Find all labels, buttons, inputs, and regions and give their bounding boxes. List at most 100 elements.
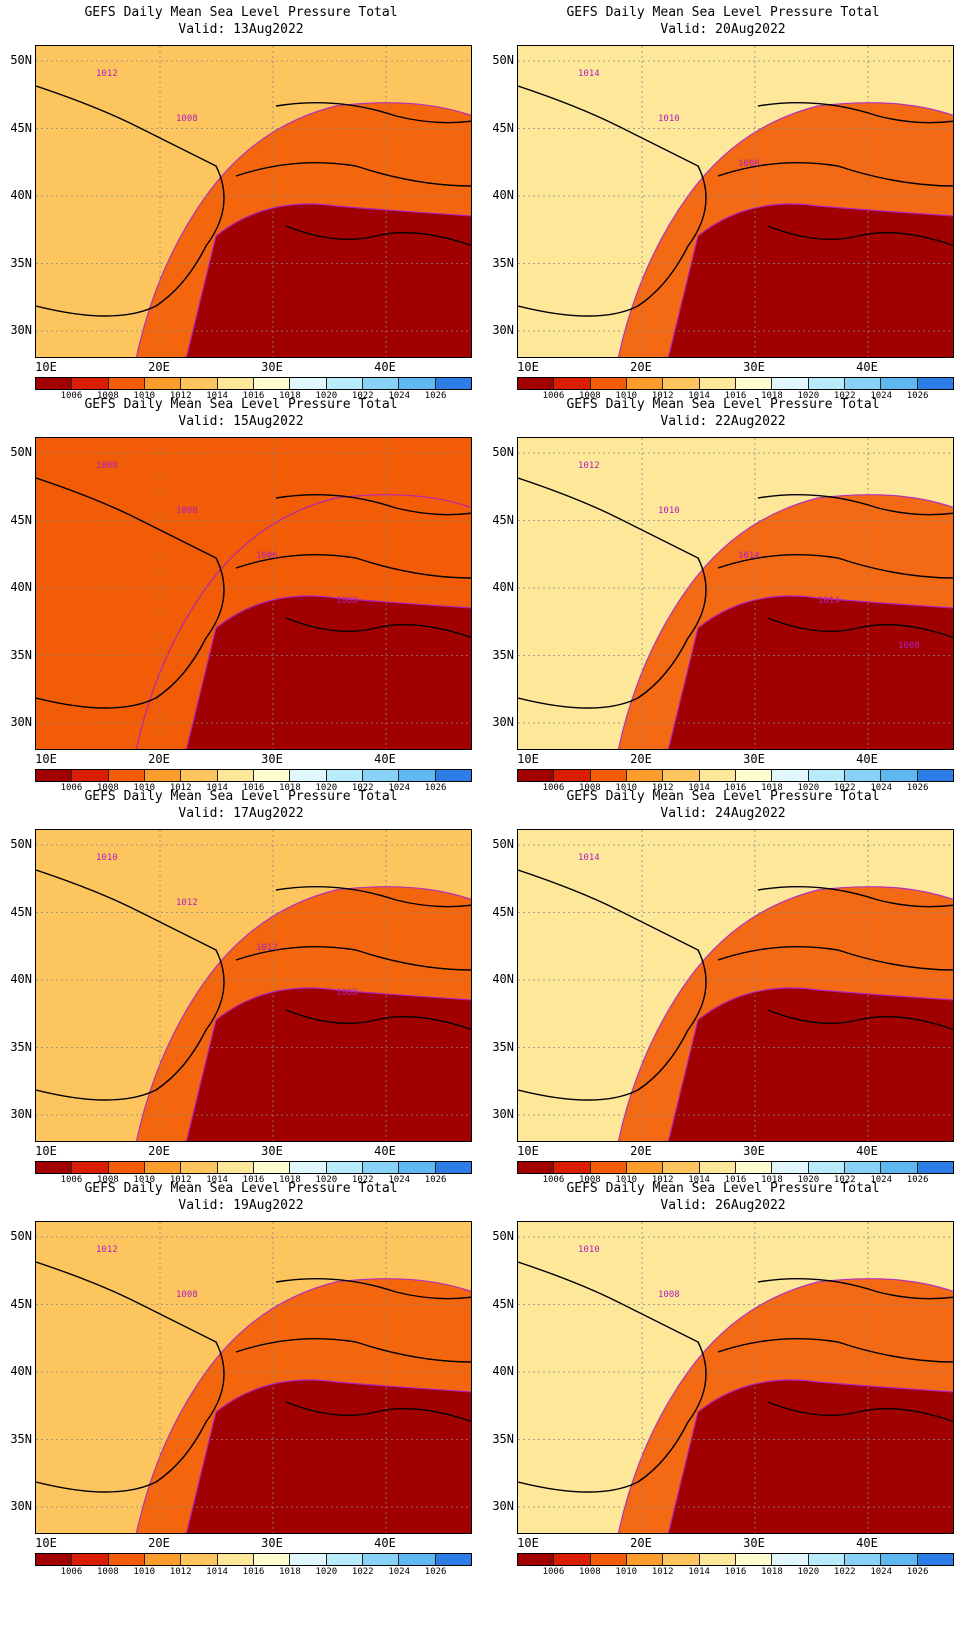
colorbar-label: 1026 — [906, 1175, 929, 1185]
colorbar — [517, 1161, 954, 1174]
colorbar-swatch — [72, 770, 109, 781]
colorbar-swatch — [663, 770, 700, 781]
panel-valid-date: Valid: 17Aug2022 — [178, 806, 304, 821]
lon-tick-label: 20E — [148, 752, 170, 766]
lat-tick-label: 50N — [492, 837, 514, 851]
colorbar-label: 1012 — [169, 1175, 192, 1185]
contour-label: 1012 — [578, 461, 600, 471]
colorbar-swatch — [399, 770, 436, 781]
colorbar-swatch — [144, 1162, 182, 1173]
pressure-map: 1014 — [517, 829, 954, 1142]
coastlines — [36, 85, 471, 317]
colorbar-label: 1006 — [60, 1175, 83, 1185]
lon-tick-label: 20E — [148, 360, 170, 374]
colorbar-swatch — [290, 378, 327, 389]
map-panel: GEFS Daily Mean Sea Level Pressure Total… — [482, 0, 964, 410]
colorbar-swatch — [554, 1554, 591, 1565]
colorbar-label: 1018 — [279, 1567, 301, 1577]
colorbar-swatch — [217, 770, 254, 781]
lat-tick-label: 40N — [10, 972, 32, 986]
lat-tick-label: 40N — [492, 580, 514, 594]
colorbar-label: 1016 — [242, 1175, 265, 1185]
colorbar-swatch — [253, 1554, 291, 1565]
colorbar-swatch — [399, 1162, 436, 1173]
lon-tick-label: 30E — [261, 1144, 283, 1158]
lat-tick-label: 50N — [492, 445, 514, 459]
colorbar-swatch — [590, 1162, 627, 1173]
colorbar-swatch — [36, 770, 73, 781]
lat-tick-label: 45N — [10, 120, 32, 135]
lon-tick-label: 30E — [261, 360, 283, 374]
colorbar-label: 1020 — [797, 1175, 820, 1185]
colorbar-label: 1024 — [870, 1175, 892, 1185]
colorbar-label: 1006 — [60, 391, 83, 401]
lon-tick-label: 40E — [856, 1144, 878, 1158]
colorbar-swatch — [108, 1554, 145, 1565]
lat-tick-label: 30N — [492, 1499, 514, 1513]
coastlines — [518, 1261, 953, 1493]
colorbar-swatch — [362, 1554, 400, 1565]
pressure-contour-low — [185, 1379, 471, 1533]
lon-tick-label: 10E — [517, 360, 539, 374]
colorbar-label: 1022 — [351, 783, 374, 793]
lon-tick-label: 20E — [630, 360, 652, 374]
map-panel: GEFS Daily Mean Sea Level Pressure Total… — [0, 392, 482, 802]
pressure-contour-low — [185, 203, 471, 357]
colorbar-swatch — [735, 1554, 773, 1565]
lat-tick-label: 30N — [10, 715, 32, 729]
lat-tick-label: 50N — [10, 53, 32, 67]
lat-tick-label: 30N — [10, 1499, 32, 1513]
colorbar-swatch — [917, 770, 953, 781]
colorbar-label: 1024 — [388, 391, 410, 401]
map-panel: GEFS Daily Mean Sea Level Pressure Total… — [0, 784, 482, 1194]
colorbar-label: 1020 — [315, 1567, 338, 1577]
lat-tick-label: 40N — [10, 580, 32, 594]
colorbar-swatch — [699, 1162, 736, 1173]
colorbar-label: 1010 — [133, 1175, 156, 1185]
colorbar-swatch — [772, 378, 809, 389]
pressure-map: 1012 1008 — [35, 1221, 472, 1534]
colorbar-swatch — [808, 1162, 845, 1173]
colorbar-swatch — [844, 770, 882, 781]
colorbar-swatch — [181, 378, 218, 389]
colorbar-swatch — [518, 1554, 555, 1565]
colorbar-swatch — [181, 770, 218, 781]
contour-label: 1010 — [658, 114, 680, 124]
lat-tick-label: 45N — [10, 904, 32, 919]
colorbar-label: 1018 — [279, 783, 301, 793]
colorbar-swatch — [917, 1554, 953, 1565]
lon-tick-label: 40E — [856, 1536, 878, 1550]
lon-tick-label: 40E — [374, 752, 396, 766]
colorbar-swatch — [590, 1554, 627, 1565]
colorbar — [35, 769, 472, 782]
lon-tick-label: 30E — [743, 1144, 765, 1158]
lat-tick-label: 45N — [492, 904, 514, 919]
map-panel: GEFS Daily Mean Sea Level Pressure Total… — [0, 1176, 482, 1586]
panel-valid-date: Valid: 22Aug2022 — [660, 414, 786, 429]
colorbar-swatch — [290, 770, 327, 781]
colorbar-swatch — [881, 770, 918, 781]
lat-tick-label: 35N — [492, 255, 514, 270]
panel-title: GEFS Daily Mean Sea Level Pressure Total — [84, 789, 398, 804]
colorbar-label: 1024 — [388, 1175, 410, 1185]
panel-title: GEFS Daily Mean Sea Level Pressure Total — [566, 5, 880, 20]
pressure-contour-low — [185, 595, 471, 749]
map-panel: GEFS Daily Mean Sea Level Pressure Total… — [482, 1176, 964, 1586]
lat-tick-label: 30N — [10, 323, 32, 337]
colorbar-swatch — [772, 770, 809, 781]
colorbar-label: 1026 — [424, 391, 447, 401]
colorbar-swatch — [435, 378, 471, 389]
colorbar-swatch — [144, 1554, 182, 1565]
lat-tick-label: 35N — [492, 1431, 514, 1446]
colorbar-label: 1006 — [60, 783, 83, 793]
pressure-contour-low — [667, 987, 953, 1141]
colorbar-swatch — [772, 1554, 809, 1565]
colorbar-label: 1010 — [133, 391, 156, 401]
pressure-map: 1012 1008 — [35, 45, 472, 358]
lon-tick-label: 10E — [517, 1536, 539, 1550]
contour-label: 1008 — [176, 506, 198, 516]
pressure-contour-low — [667, 203, 953, 357]
colorbar-label: 1010 — [615, 783, 638, 793]
lon-tick-label: 10E — [35, 752, 57, 766]
colorbar-label: 1014 — [688, 783, 710, 793]
